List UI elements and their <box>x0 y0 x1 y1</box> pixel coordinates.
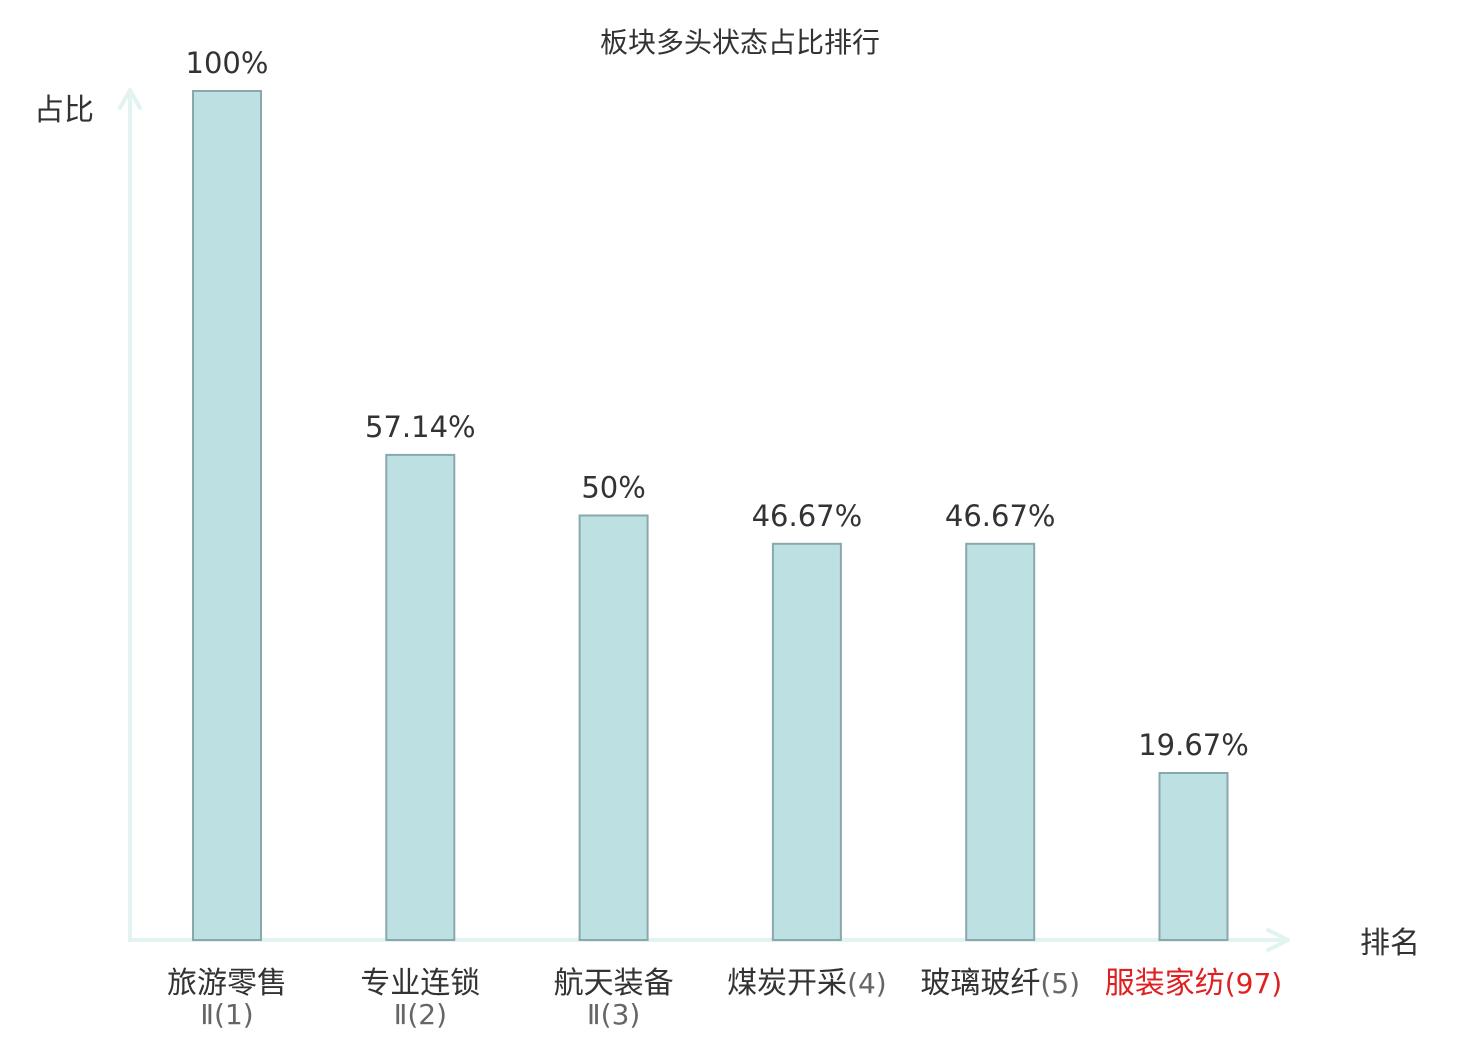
bar <box>1158 772 1229 941</box>
bar <box>771 542 842 941</box>
category-name: 服装家纺 <box>1105 966 1225 1001</box>
y-axis-label: 占比 <box>34 93 94 128</box>
bar-value-label: 57.14% <box>365 410 476 444</box>
category-name: 航天装备 <box>554 966 674 1001</box>
y-axis-arrow <box>118 88 142 110</box>
category-label: 玻璃玻纤(5) <box>920 966 1080 1001</box>
bar-value-label: 50% <box>581 471 645 505</box>
x-axis-label: 排名 <box>1360 926 1420 961</box>
category-rank: (97) <box>1225 967 1282 1000</box>
bar-value-label: 46.67% <box>945 499 1056 533</box>
x-axis-arrow <box>1266 928 1290 952</box>
category-rank: (4) <box>847 967 887 1000</box>
bars-group <box>192 90 1229 941</box>
axes <box>118 88 1290 952</box>
category-rank: Ⅱ(3) <box>587 998 640 1031</box>
bar <box>965 542 1036 941</box>
category-rank: Ⅱ(1) <box>200 998 253 1031</box>
category-label: 煤炭开采(4) <box>727 966 887 1001</box>
value-labels-group: 100% 57.14% 50% 46.67% 46.67% 19.67% <box>186 46 1249 762</box>
bar <box>192 90 262 941</box>
category-name: 玻璃玻纤 <box>920 966 1040 1001</box>
bar-value-label: 100% <box>186 46 269 80</box>
bar-value-label: 19.67% <box>1138 728 1249 762</box>
bar <box>578 514 649 941</box>
chart-title: 板块多头状态占比排行 <box>600 26 880 59</box>
category-rank: (5) <box>1040 967 1080 1000</box>
category-name: 旅游零售 <box>167 966 287 1001</box>
category-name: 煤炭开采 <box>727 966 847 1001</box>
category-name: 专业连锁 <box>360 966 480 1001</box>
bar <box>385 453 456 941</box>
bar-value-label: 46.67% <box>752 499 863 533</box>
category-rank: Ⅱ(2) <box>394 998 447 1031</box>
category-label: 服装家纺(97) <box>1105 966 1282 1001</box>
